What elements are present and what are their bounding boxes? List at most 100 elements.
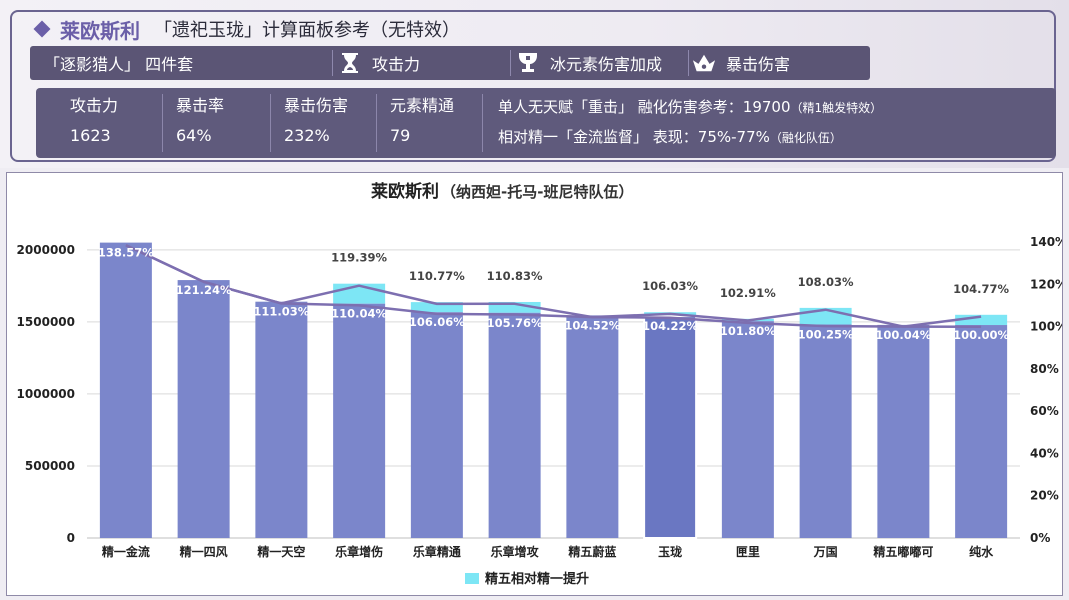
stat-em: 元素精通 79 (390, 94, 454, 150)
y-tick-label: 1500000 (17, 315, 75, 329)
x-axis-labels: 精一金流 精一四风 精一天空 乐章增伤 乐章精通 乐章增攻 精五蔚蓝 玉珑 匣里 万国 精五嘟嘟可 纯… (102, 544, 994, 559)
legend-swatch (465, 573, 479, 584)
grid-lines (87, 249, 1020, 539)
circlet-tag: 暴击伤害 (692, 46, 790, 80)
y2-tick-label: 20% (1030, 489, 1059, 503)
refine-bar (410, 302, 463, 313)
hourglass-icon (338, 51, 362, 75)
x-tick-label: 精一四风 (180, 544, 228, 559)
tag-divider (510, 50, 511, 76)
stat-label: 暴击伤害 (284, 96, 349, 115)
base-value-label: 104.52% (564, 318, 620, 332)
tag-divider (332, 50, 333, 76)
stat-label: 暴击率 (176, 96, 225, 115)
header-frame (10, 10, 1056, 162)
relative-note-main: 相对精一「金流监督」 表现：75%-77% (498, 128, 770, 146)
stat-divider (482, 94, 483, 152)
y2-axis-ticks: 0% 20% 40% 60% 80% 100% 120% 140% (1030, 235, 1067, 545)
lines-group (125, 244, 982, 328)
refine-value-label: 102.91% (720, 286, 776, 300)
refine-value-label: 110.77% (409, 269, 465, 283)
x-tick-label: 精五蔚蓝 (568, 544, 616, 559)
base-bar (721, 321, 774, 538)
x-tick-label: 玉珑 (658, 544, 682, 559)
chart-title: 莱欧斯利 (371, 181, 439, 202)
y-tick-label: 500000 (25, 459, 75, 473)
goblet-tag: 冰元素伤害加成 (516, 46, 662, 80)
artifact-tagbar: 「逐影猎人」 四件套 攻击力 冰元素伤害加成 暴击伤害 (30, 46, 870, 80)
y2-tick-label: 100% (1030, 320, 1062, 334)
diamond-icon (33, 20, 51, 38)
stat-value: 232% (284, 126, 330, 145)
damage-note-main: 单人无天赋「重击」 融化伤害参考：19700 (498, 98, 791, 116)
x-tick-label: 万国 (813, 545, 838, 559)
stat-value: 1623 (70, 126, 111, 145)
set-label: 「逐影猎人」 四件套 (44, 55, 194, 74)
base-bar (877, 324, 930, 538)
base-bar (643, 315, 698, 539)
x-tick-label: 乐章增伤 (335, 544, 383, 559)
data-labels: 138.57% 121.24% 111.03% 110.04% 119.39% 106.0… (98, 246, 1010, 342)
refine-value-label: 104.77% (953, 282, 1009, 296)
y-tick-label: 1000000 (17, 387, 75, 401)
set-tag: 「逐影猎人」 四件套 (44, 46, 193, 80)
damage-note-small: （精1触发特效） (790, 101, 883, 115)
base-value-label: 101.80% (720, 324, 776, 338)
hero-name: 莱欧斯利 (60, 18, 140, 43)
y-tick-label: 2000000 (17, 243, 75, 257)
x-tick-label: 乐章精通 (413, 544, 461, 559)
stat-crit-rate: 暴击率 64% (176, 94, 224, 150)
y2-tick-label: 120% (1030, 277, 1062, 291)
stat-divider (376, 94, 377, 152)
base-bar (255, 301, 308, 538)
y2-tick-label: 140% (1030, 235, 1062, 249)
stat-value: 79 (390, 126, 411, 145)
base-value-label: 111.03% (253, 305, 309, 319)
base-value-label: 110.04% (331, 307, 387, 321)
base-value-label: 106.06% (409, 315, 465, 329)
base-bar (333, 303, 386, 538)
y-tick-label: 0 (67, 531, 75, 545)
base-value-label: 100.04% (875, 328, 931, 342)
x-tick-label: 乐章增攻 (491, 544, 540, 559)
y2-tick-label: 60% (1030, 404, 1059, 418)
base-value-label: 100.00% (953, 328, 1009, 342)
refine-bar (955, 314, 1008, 326)
stat-value: 64% (176, 126, 212, 145)
base-value-label: 138.57% (98, 246, 154, 260)
stat-divider (270, 94, 271, 152)
stat-crit-dmg: 暴击伤害 232% (284, 94, 348, 150)
base-bar (488, 312, 541, 538)
base-bar (99, 242, 152, 538)
base-bar (955, 325, 1008, 538)
x-tick-label: 精一金流 (102, 544, 150, 559)
base-bar (177, 280, 230, 538)
legend-label: 精五相对精一提升 (485, 571, 589, 587)
goblet-icon (516, 51, 540, 75)
refine-value-label: 108.03% (798, 275, 854, 289)
chart-panel: 莱欧斯利 （纳西妲-托马-班尼特队伍） 0 500000 1000000 150000… (6, 172, 1067, 596)
goblet-label: 冰元素伤害加成 (550, 55, 663, 74)
x-tick-label: 精五嘟嘟可 (873, 544, 933, 559)
sands-label: 攻击力 (372, 55, 421, 74)
y2-tick-label: 80% (1030, 362, 1059, 376)
base-value-label: 105.76% (487, 316, 543, 330)
x-tick-label: 精一天空 (257, 544, 305, 559)
refine-value-label: 110.83% (487, 269, 543, 283)
base-bar (566, 315, 619, 538)
y-axis-ticks: 0 500000 1000000 1500000 2000000 (17, 243, 75, 545)
relative-note-small: （融化队伍） (769, 131, 842, 145)
refine-bar (488, 301, 541, 313)
refine-value-label: 106.03% (642, 279, 698, 293)
calc-title: 「遗祀玉珑」计算面板参考（无特效） (154, 20, 460, 41)
x-tick-label: 纯水 (969, 544, 994, 559)
relative-note: 相对精一「金流监督」 表现：75%-77%（融化队伍） (498, 126, 842, 147)
bars-group (99, 242, 1008, 539)
base-value-label: 100.25% (798, 327, 854, 341)
base-value-label: 104.22% (642, 319, 698, 333)
base-bar (410, 312, 463, 538)
stat-label: 元素精通 (390, 96, 455, 115)
tag-divider (688, 50, 689, 76)
damage-note: 单人无天赋「重击」 融化伤害参考：19700（精1触发特效） (498, 96, 882, 117)
stats-box: 攻击力 1623 暴击率 64% 暴击伤害 232% 元素精通 79 单人无天赋… (36, 88, 1056, 158)
